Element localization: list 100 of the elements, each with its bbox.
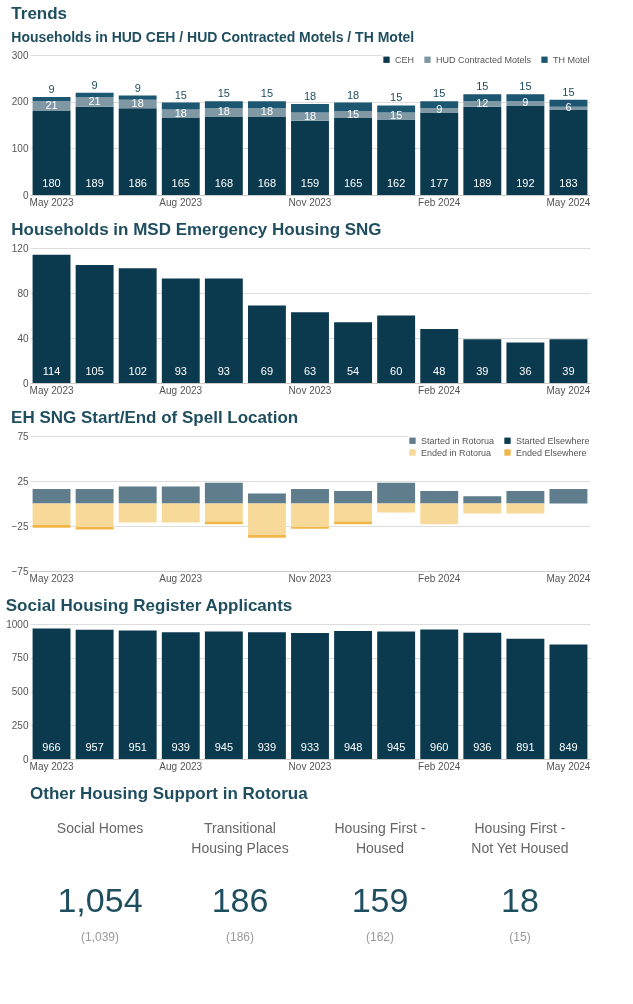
bar <box>247 101 286 109</box>
data-label: 63 <box>303 365 317 377</box>
bar <box>377 482 416 504</box>
x-tick-label: May 2024 <box>546 384 591 396</box>
data-label: 39 <box>476 365 489 377</box>
data-label: 849 <box>559 741 578 753</box>
y-tick-label: 500 <box>11 686 29 697</box>
y-tick-label: −25 <box>11 520 29 532</box>
bar <box>549 644 588 759</box>
bar <box>75 264 114 383</box>
bar <box>463 106 502 195</box>
data-label: 54 <box>346 365 360 377</box>
bar <box>161 632 200 759</box>
bar <box>118 630 157 759</box>
data-label: 102 <box>128 365 147 377</box>
bar <box>291 312 329 383</box>
data-label: 18 <box>131 97 144 109</box>
bar <box>32 254 71 383</box>
y-tick-label: 80 <box>17 287 29 299</box>
bar <box>161 278 200 383</box>
bar <box>32 97 71 102</box>
bar <box>291 489 329 504</box>
bar <box>463 632 502 759</box>
data-label: 165 <box>171 177 190 189</box>
bar <box>75 92 114 97</box>
bar <box>161 503 200 523</box>
bar <box>334 322 373 383</box>
bar <box>247 116 286 195</box>
y-tick-label: 250 <box>11 719 29 731</box>
bar <box>32 525 71 528</box>
legend-label: Ended Elsewhere <box>516 447 587 458</box>
data-label: 15 <box>390 108 403 121</box>
data-label: 192 <box>516 177 535 189</box>
bar <box>118 486 157 504</box>
bar <box>118 503 157 523</box>
bar <box>291 503 329 527</box>
data-label: 18 <box>346 88 360 101</box>
bar <box>463 496 502 504</box>
data-label: 9 <box>48 83 55 95</box>
legend-label: HUD Contracted Motels <box>436 54 532 65</box>
bar <box>75 629 114 759</box>
bar <box>247 632 286 759</box>
bar <box>32 111 71 195</box>
bar <box>377 315 416 383</box>
data-label: 114 <box>42 365 61 377</box>
y-tick-label: 0 <box>22 189 29 201</box>
bar <box>32 628 71 759</box>
bar <box>75 489 114 504</box>
bar <box>377 119 416 195</box>
x-tick-label: Aug 2023 <box>159 384 203 396</box>
data-label: 48 <box>433 365 446 377</box>
y-tick-label: 200 <box>11 96 29 108</box>
text: 18 <box>501 881 539 919</box>
bar <box>463 339 502 383</box>
data-label: 960 <box>430 741 449 753</box>
bar <box>204 101 243 109</box>
data-label: 936 <box>473 741 492 753</box>
data-label: 939 <box>171 741 190 753</box>
data-label: 6 <box>565 101 572 114</box>
x-tick-label: May 2024 <box>546 760 591 772</box>
bar <box>118 268 157 383</box>
data-label: 945 <box>214 741 234 753</box>
bar <box>247 503 286 535</box>
bar <box>506 638 545 759</box>
y-tick-label: 0 <box>22 753 29 765</box>
x-tick-label: Aug 2023 <box>159 196 203 208</box>
x-tick-label: May 2023 <box>29 572 74 584</box>
data-label: 93 <box>217 365 230 377</box>
bar <box>463 503 502 514</box>
bar <box>204 278 243 383</box>
data-label: 186 <box>128 177 147 189</box>
data-label: 93 <box>174 365 187 377</box>
bar <box>334 118 373 195</box>
bar <box>161 486 200 504</box>
legend-label: Ended in Rotorua <box>421 447 492 458</box>
legend-label: TH Motel <box>553 54 590 65</box>
data-label: 15 <box>562 85 575 98</box>
data-label: 21 <box>45 99 58 112</box>
bar <box>506 503 545 514</box>
x-tick-label: Aug 2023 <box>159 760 203 772</box>
data-label: 15 <box>390 91 403 104</box>
bar <box>32 489 71 504</box>
data-label: 21 <box>88 94 101 107</box>
bar <box>334 102 373 111</box>
data-label: 15 <box>174 88 187 101</box>
text: Social Homes <box>56 820 144 836</box>
data-label: 165 <box>343 177 363 189</box>
bar <box>75 503 114 527</box>
data-label: 948 <box>343 741 363 753</box>
legend-label: Started in Rotorua <box>421 435 495 446</box>
bar <box>204 631 243 759</box>
text: Housing First - Housed <box>334 820 426 856</box>
data-label: 9 <box>91 78 98 91</box>
y-tick-label: 40 <box>17 332 29 344</box>
x-tick-label: Feb 2024 <box>418 572 461 584</box>
data-label: 18 <box>303 90 317 102</box>
bar <box>420 329 459 383</box>
chart-title: Households in MSD Emergency Housing SNG <box>11 220 382 239</box>
data-label: 39 <box>562 365 575 377</box>
bar <box>334 631 373 759</box>
